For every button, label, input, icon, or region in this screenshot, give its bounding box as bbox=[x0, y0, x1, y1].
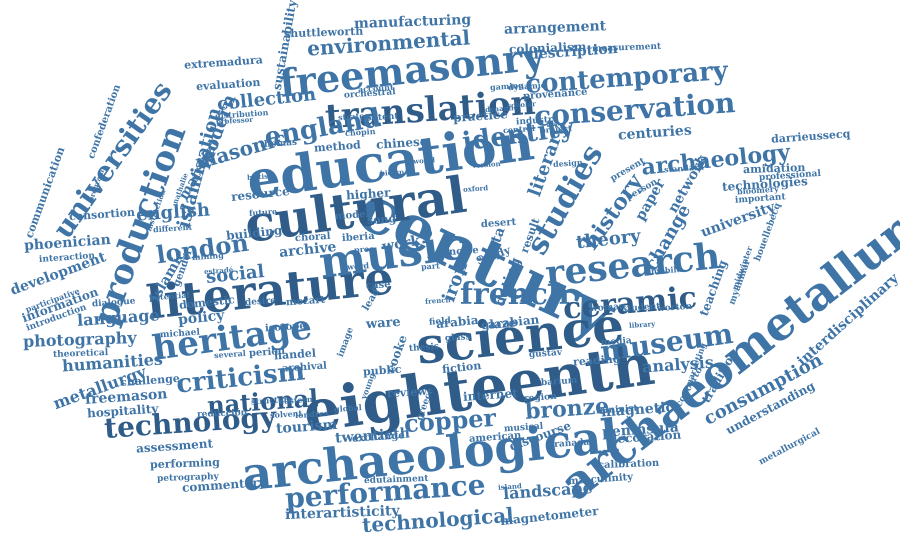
cloud-word: assessment bbox=[135, 436, 213, 456]
cloud-word: woman bbox=[589, 301, 626, 314]
cloud-word: colonialism bbox=[508, 39, 587, 57]
cloud-word: oxford bbox=[462, 182, 488, 194]
cloud-word: global bbox=[333, 402, 363, 414]
cloud-word: image bbox=[335, 325, 356, 359]
cloud-word: worton bbox=[656, 301, 692, 314]
cloud-word: field bbox=[428, 315, 452, 328]
cloud-word: chinese bbox=[375, 134, 428, 152]
cloud-word: island bbox=[497, 480, 523, 492]
cloud-word: eastern bbox=[278, 393, 313, 407]
cloud-word: manufacturing bbox=[353, 11, 471, 33]
cloud-word: method bbox=[313, 137, 361, 155]
cloud-word: magnetometer bbox=[499, 503, 599, 529]
cloud-word: bloomery bbox=[736, 183, 780, 197]
cloud-word: dynamic bbox=[484, 102, 518, 114]
cloud-word: darrieussecq bbox=[770, 126, 851, 146]
cloud-word: metallurgical bbox=[757, 426, 822, 467]
cloud-word: interartisticity bbox=[284, 503, 400, 523]
cloud-word: higher bbox=[345, 185, 391, 203]
cloud-word: measurement bbox=[591, 41, 661, 54]
cloud-word: account bbox=[357, 81, 394, 95]
cloud-word: petrography bbox=[156, 471, 219, 484]
cloud-word: song bbox=[366, 211, 397, 227]
cloud-word: glass bbox=[444, 331, 471, 344]
cloud-word: dynamic bbox=[507, 79, 546, 93]
cloud-word: mobile bbox=[650, 263, 682, 277]
cloud-word: media bbox=[600, 335, 632, 348]
cloud-word: several bbox=[213, 347, 247, 361]
cloud-word: student bbox=[621, 301, 661, 314]
cloud-word: photography bbox=[22, 328, 137, 351]
cloud-word: desert bbox=[480, 216, 517, 231]
cloud-word: challenge bbox=[119, 371, 181, 389]
cloud-word: part bbox=[420, 260, 440, 272]
cloud-word: project bbox=[539, 122, 573, 136]
cloud-word: reading bbox=[572, 351, 621, 369]
cloud-word: review bbox=[386, 384, 428, 400]
cloud-word: shuttleworth bbox=[283, 24, 363, 40]
cloud-word: standard bbox=[663, 161, 705, 175]
cloud-word: fiction bbox=[440, 358, 482, 376]
cloud-word: calibration bbox=[597, 457, 659, 472]
cloud-word: noise bbox=[448, 244, 480, 259]
cloud-word: thomas bbox=[259, 137, 297, 150]
cloud-word: evaluation bbox=[195, 75, 261, 93]
cloud-word: glaze bbox=[480, 315, 517, 333]
cloud-word: centuries bbox=[617, 122, 693, 144]
cloud-word: reducción bbox=[196, 407, 248, 420]
cloud-word: design bbox=[552, 156, 583, 170]
cloud-word: proc bbox=[353, 243, 375, 255]
cloud-word: londres bbox=[294, 407, 329, 421]
cloud-word: barium bbox=[540, 375, 578, 388]
cloud-word: version bbox=[471, 158, 501, 170]
cloud-word: different bbox=[152, 221, 192, 235]
cloud-word: library bbox=[628, 318, 656, 330]
cloud-word: word bbox=[346, 260, 370, 272]
cloud-word: archival bbox=[281, 360, 327, 375]
cloud-word: language bbox=[75, 305, 160, 330]
cloud-word: thesis bbox=[408, 341, 440, 354]
cloud-word: strategy bbox=[337, 109, 375, 123]
cloud-word: potential bbox=[148, 289, 190, 303]
cloud-word: world bbox=[412, 154, 436, 166]
cloud-word: internet bbox=[462, 386, 518, 404]
cloud-word: performing bbox=[149, 455, 221, 471]
cloud-word: order bbox=[475, 251, 501, 263]
cloud-word: french bbox=[424, 294, 451, 306]
cloud-word: gustav bbox=[528, 347, 562, 360]
cloud-word: theoretical bbox=[52, 347, 108, 360]
cloud-word: central bbox=[502, 122, 536, 136]
cloud-word: tourism bbox=[275, 416, 338, 438]
cloud-word: french bbox=[460, 277, 570, 312]
cloud-word: mining bbox=[191, 249, 225, 263]
cloud-word: chopin bbox=[344, 125, 376, 139]
cloud-word: bierro bbox=[379, 166, 405, 178]
cloud-word: ware bbox=[365, 314, 401, 332]
cloud-word: extremadura bbox=[183, 52, 263, 72]
cloud-word: edutainment bbox=[363, 473, 429, 486]
cloud-word: british bbox=[246, 170, 274, 182]
cloud-word: estradé bbox=[203, 264, 233, 276]
cloud-word: decoration bbox=[608, 427, 682, 447]
cloud-word: arrangement bbox=[503, 18, 607, 38]
cloud-word: region bbox=[523, 391, 557, 404]
cloud-word: desire bbox=[244, 295, 276, 308]
cloud-word: future bbox=[248, 206, 278, 218]
cloud-word: professor bbox=[215, 114, 253, 126]
